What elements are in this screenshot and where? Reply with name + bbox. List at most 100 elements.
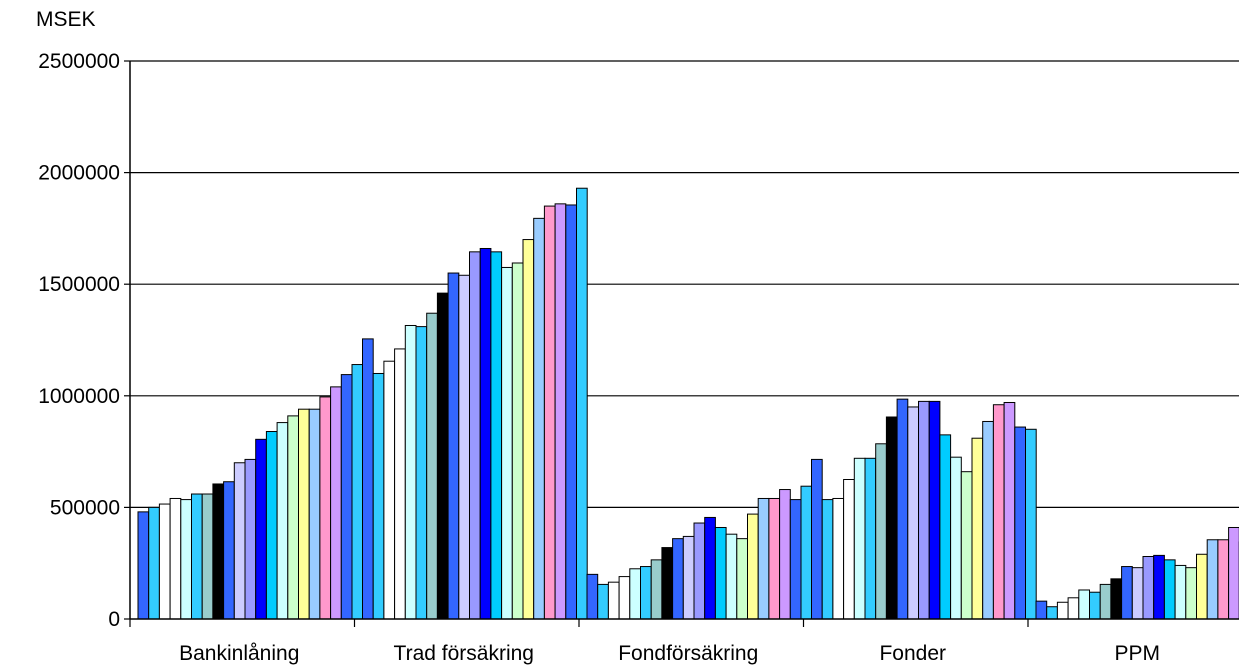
- bar: [1228, 526, 1239, 620]
- bar: [757, 497, 770, 620]
- bar: [319, 396, 332, 620]
- bar: [404, 324, 417, 620]
- bar: [640, 566, 652, 620]
- bar: [800, 485, 813, 620]
- bar: [394, 348, 406, 620]
- bar: [789, 499, 802, 620]
- bar: [158, 503, 171, 620]
- bar: [201, 493, 214, 620]
- y-axis-label: MSEK: [36, 8, 96, 31]
- bar: [896, 398, 909, 620]
- bar: [137, 511, 150, 620]
- bar: [682, 535, 695, 620]
- x-tick-label: Fonder: [879, 642, 946, 665]
- bar: [265, 431, 278, 620]
- bar: [672, 538, 684, 620]
- bar: [533, 217, 545, 620]
- bar: [436, 292, 449, 620]
- bar: [950, 456, 962, 620]
- bar: [736, 538, 748, 620]
- bar: [725, 533, 738, 620]
- bar: [223, 481, 235, 620]
- y-tick-label: 2000000: [38, 162, 120, 185]
- bar: [693, 522, 706, 620]
- bar: [1014, 426, 1026, 620]
- y-tick-label: 2500000: [38, 50, 120, 73]
- y-tick-label: 1000000: [38, 385, 120, 408]
- bar: [939, 434, 952, 620]
- bar: [918, 400, 930, 620]
- bar: [298, 408, 310, 620]
- bar: [1163, 559, 1176, 620]
- bar: [1217, 539, 1230, 620]
- bar: [287, 415, 299, 620]
- bar: [1099, 583, 1112, 620]
- bar: [447, 272, 460, 620]
- bar: [351, 364, 364, 620]
- bar: [1078, 589, 1091, 620]
- x-tick-label: Trad försäkring: [394, 642, 534, 665]
- bar: [469, 251, 481, 620]
- bar: [747, 513, 759, 620]
- x-tick-label: PPM: [1114, 642, 1160, 665]
- bar: [971, 437, 984, 620]
- bar: [1056, 601, 1069, 620]
- bar: [191, 493, 203, 620]
- bar: [522, 239, 535, 620]
- x-tick-label: Bankinlåning: [179, 642, 299, 665]
- bar: [907, 406, 919, 620]
- bar: [1110, 578, 1123, 620]
- bar: [714, 526, 727, 620]
- bar: [565, 204, 577, 620]
- bar: [982, 420, 994, 620]
- bar: [811, 458, 823, 620]
- bar: [543, 205, 556, 620]
- bar: [180, 499, 193, 620]
- bar: [169, 497, 182, 620]
- bar: [340, 374, 353, 620]
- bar: [426, 312, 438, 620]
- bar: [255, 438, 267, 620]
- bar: [704, 516, 716, 620]
- bar: [415, 326, 428, 620]
- bar: [928, 400, 941, 620]
- bar: [511, 262, 524, 620]
- bar: [1035, 600, 1048, 620]
- bar: [1174, 564, 1187, 620]
- y-tick-label: 1500000: [38, 273, 120, 296]
- bar: [1185, 567, 1198, 620]
- bar: [607, 581, 620, 620]
- bar: [554, 203, 567, 620]
- bar: [501, 266, 513, 620]
- bar: [1196, 553, 1208, 620]
- bar: [330, 386, 342, 620]
- bar: [458, 274, 470, 620]
- bar: [618, 576, 631, 620]
- bar: [308, 408, 321, 620]
- bar: [1089, 591, 1101, 620]
- bar: [1131, 567, 1144, 620]
- bar: [1121, 566, 1133, 620]
- x-tick-label: Fondförsäkring: [618, 642, 758, 665]
- bar: [661, 547, 674, 620]
- bar: [479, 247, 492, 620]
- bar: [853, 457, 866, 620]
- bar: [383, 360, 396, 620]
- bar: [629, 568, 641, 620]
- bar: [1025, 428, 1037, 620]
- bar: [1206, 539, 1219, 620]
- bar: [960, 471, 973, 620]
- bar: [576, 187, 588, 620]
- bar: [843, 479, 855, 620]
- y-tick-label: 500000: [50, 496, 120, 519]
- bar: [885, 416, 898, 620]
- bar: [490, 251, 503, 620]
- bar: [586, 573, 599, 620]
- bar: [768, 497, 781, 620]
- bar: [864, 457, 877, 620]
- bar: [233, 462, 246, 620]
- bar: [148, 506, 160, 620]
- bar: [597, 583, 609, 620]
